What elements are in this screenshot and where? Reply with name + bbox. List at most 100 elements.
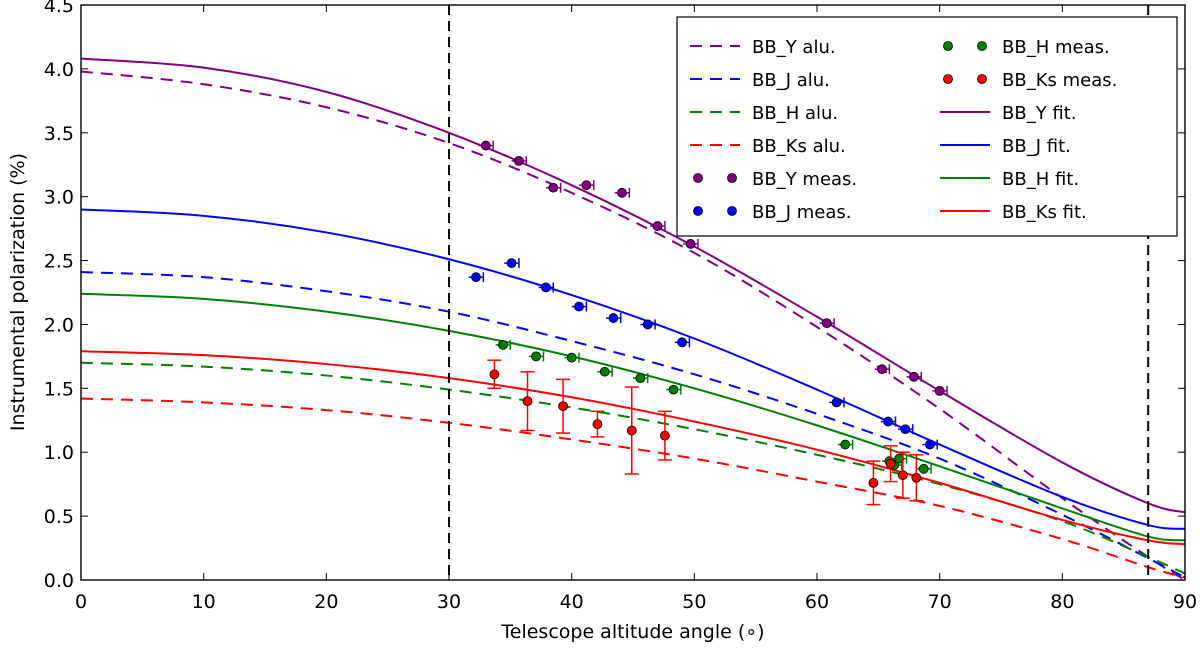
data-point xyxy=(574,301,584,312)
legend-label: BB_J alu. xyxy=(752,70,830,91)
data-point xyxy=(471,272,481,283)
series-line-bb-j-fit xyxy=(81,208,1185,530)
legend-label: BB_Ks alu. xyxy=(752,136,846,157)
y-tick-label: 4.5 xyxy=(44,0,74,17)
series-points-bb-h-meas xyxy=(495,339,932,474)
x-tick-label: 70 xyxy=(928,591,952,613)
data-point xyxy=(883,416,894,427)
data-point xyxy=(506,258,517,269)
x-tick-label: 80 xyxy=(1050,591,1074,613)
data-point xyxy=(677,337,687,348)
data-point xyxy=(635,373,646,384)
x-tick-label: 50 xyxy=(682,591,706,613)
series-line-bb-h-fit xyxy=(81,292,1185,542)
y-tick-label: 2.5 xyxy=(44,251,74,273)
data-point xyxy=(885,458,896,469)
legend-swatch xyxy=(727,206,737,216)
data-point xyxy=(868,477,879,488)
data-point xyxy=(498,339,508,350)
legend-item-bb-j-meas: BB_J meas. xyxy=(693,202,851,223)
data-point xyxy=(934,385,945,396)
data-point xyxy=(581,180,592,191)
legend-swatch xyxy=(727,173,737,183)
legend-label: BB_H meas. xyxy=(1002,37,1110,58)
series-line-bb-ks-fit xyxy=(81,350,1185,546)
y-tick-label: 3.5 xyxy=(44,123,74,145)
legend-swatch xyxy=(977,41,987,51)
data-point xyxy=(558,401,568,412)
data-point xyxy=(897,470,908,481)
legend-label: BB_J fit. xyxy=(1002,136,1071,157)
x-tick-label: 30 xyxy=(437,591,461,613)
series-points-bb-y-meas xyxy=(478,140,948,396)
data-point xyxy=(617,187,627,198)
legend-swatch xyxy=(693,206,703,216)
data-point xyxy=(840,439,851,450)
data-point xyxy=(541,282,551,293)
y-tick-label: 4.0 xyxy=(44,59,74,81)
legend-label: BB_Ks meas. xyxy=(1002,70,1117,91)
data-point xyxy=(480,140,491,151)
legend-label: BB_H fit. xyxy=(1002,169,1079,190)
plot-frame xyxy=(80,4,1186,581)
data-point xyxy=(522,396,533,407)
legend-item-bb-y-meas: BB_Y meas. xyxy=(693,169,857,190)
series-line-bb-y-alu xyxy=(81,70,1185,580)
data-point xyxy=(877,364,887,375)
legend-item-bb-ks-meas: BB_Ks meas. xyxy=(943,70,1117,91)
legend-item-bb-ks-alu: BB_Ks alu. xyxy=(690,136,846,157)
data-point xyxy=(548,182,559,193)
series-line-bb-y-fit xyxy=(81,57,1185,514)
data-point xyxy=(924,439,935,450)
legend-label: BB_J meas. xyxy=(752,202,851,223)
legend-item-bb-y-fit: BB_Y fit. xyxy=(940,103,1077,124)
data-point xyxy=(685,239,696,249)
data-point xyxy=(489,369,500,380)
legend: BB_Y alu. BB_J alu. BB_H alu. BB_Ks alu. BB_… xyxy=(676,16,1178,237)
series-points-bb-j-meas xyxy=(468,258,938,450)
axis-ticks: 0 10 20 30 40 50 60 70 80 90 0.0 0.5 1.0 1.5 2.0 2.5 3.0… xyxy=(44,0,1197,613)
y-tick-label: 1.5 xyxy=(44,378,74,400)
legend-item-bb-j-alu: BB_J alu. xyxy=(690,70,830,91)
legend-swatch xyxy=(943,74,953,84)
legend-item-bb-h-alu: BB_H alu. xyxy=(690,103,838,124)
data-point xyxy=(642,319,653,330)
data-point xyxy=(652,221,663,231)
y-tick-label: 0.0 xyxy=(44,570,74,592)
legend-item-bb-h-meas: BB_H meas. xyxy=(943,37,1110,58)
x-tick-label: 60 xyxy=(805,591,829,613)
data-point xyxy=(531,351,541,362)
y-tick-label: 2.0 xyxy=(44,314,74,336)
series-layer xyxy=(81,57,1185,580)
legend-item-bb-y-alu: BB_Y alu. xyxy=(690,37,836,58)
data-point xyxy=(911,472,922,483)
data-point xyxy=(566,352,577,363)
legend-item-bb-h-fit: BB_H fit. xyxy=(940,169,1079,190)
data-point xyxy=(659,430,670,441)
x-tick-label: 90 xyxy=(1173,591,1197,613)
data-point xyxy=(592,419,603,430)
data-point xyxy=(668,384,679,395)
legend-swatch xyxy=(693,173,703,183)
legend-label: BB_Y alu. xyxy=(752,37,836,58)
legend-label: BB_Y meas. xyxy=(752,169,857,190)
legend-box xyxy=(676,16,1178,237)
data-point xyxy=(894,453,905,464)
data-point xyxy=(608,313,619,323)
legend-item-bb-j-fit: BB_J fit. xyxy=(940,136,1071,157)
legend-item-bb-ks-fit: BB_Ks fit. xyxy=(940,202,1087,223)
y-tick-label: 3.0 xyxy=(44,187,74,209)
y-tick-label: 1.0 xyxy=(44,442,74,464)
series-points-bb-ks-meas xyxy=(487,359,924,506)
legend-swatch xyxy=(977,74,987,84)
data-point xyxy=(831,397,842,408)
data-point xyxy=(821,318,832,329)
data-point xyxy=(900,424,911,435)
legend-label: BB_Ks fit. xyxy=(1002,202,1087,223)
y-tick-label: 0.5 xyxy=(44,506,74,528)
data-point xyxy=(514,155,524,166)
series-line-bb-j-alu xyxy=(81,271,1185,579)
data-point xyxy=(909,371,919,382)
y-axis-label: Instrumental polarization (%) xyxy=(7,153,29,431)
